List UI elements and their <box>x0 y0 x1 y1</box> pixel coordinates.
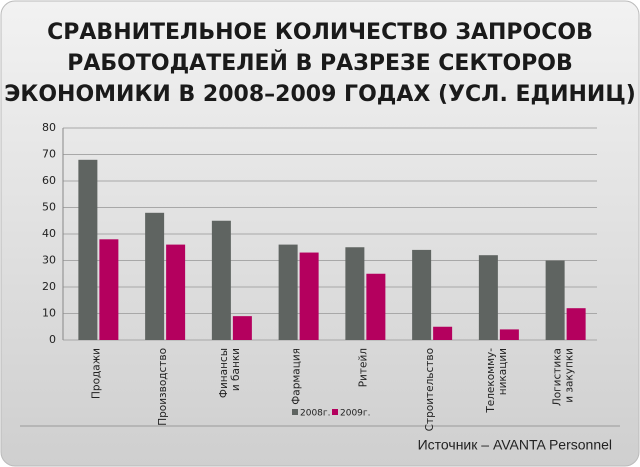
bar <box>433 326 453 340</box>
y-tick-label: 40 <box>42 227 56 240</box>
chart-title: РАБОТОДАТЕЛЕЙ В РАЗРЕЗЕ СЕКТОРОВ <box>67 50 573 76</box>
source: Источник – AVANTA Personnel <box>418 437 612 453</box>
bar <box>232 316 252 340</box>
x-tick-label: и банки <box>230 348 242 391</box>
y-tick-label: 0 <box>49 333 56 346</box>
bar <box>99 239 119 340</box>
x-tick-label: Телекомму- <box>485 348 497 414</box>
y-tick-label: 60 <box>42 174 56 187</box>
x-tick-label: и закупки <box>564 348 576 403</box>
chart-title: ЭКОНОМИКИ В 2008–2009 ГОДАХ (УСЛ. ЕДИНИЦ… <box>4 82 636 107</box>
x-tick-label: Логистика <box>552 348 564 406</box>
bar <box>166 244 186 340</box>
legend-label: 2009г. <box>340 409 371 419</box>
chart-title: СРАВНИТЕЛЬНОЕ КОЛИЧЕСТВО ЗАПРОСОВ <box>47 20 593 45</box>
legend-swatch <box>332 409 338 415</box>
bar <box>78 159 98 340</box>
legend-swatch <box>292 409 298 415</box>
x-tick-label: никации <box>497 348 509 395</box>
bar <box>299 252 319 340</box>
y-tick-label: 70 <box>42 148 56 161</box>
y-tick-label: 50 <box>42 201 56 214</box>
x-tick-label: Фармация <box>291 348 303 405</box>
x-tick-label: Ритейл <box>357 348 369 387</box>
y-tick-label: 20 <box>42 280 56 293</box>
y-tick-label: 30 <box>42 254 56 267</box>
bar <box>499 329 519 340</box>
x-tick-label: Строительство <box>424 348 436 431</box>
x-tick-label: Продажи <box>90 348 102 399</box>
bar <box>278 244 298 340</box>
bar <box>345 247 365 340</box>
bar <box>566 308 586 340</box>
bar <box>545 260 565 340</box>
x-tick-label: Финансы <box>218 348 230 398</box>
bar <box>145 212 165 340</box>
x-tick-label: Производство <box>157 348 169 426</box>
legend-label: 2008г. <box>300 409 331 419</box>
y-tick-label: 80 <box>42 121 56 134</box>
bar <box>211 220 231 340</box>
bar <box>478 255 498 340</box>
bar <box>412 249 432 340</box>
bar <box>366 273 386 340</box>
y-tick-label: 10 <box>42 307 56 320</box>
